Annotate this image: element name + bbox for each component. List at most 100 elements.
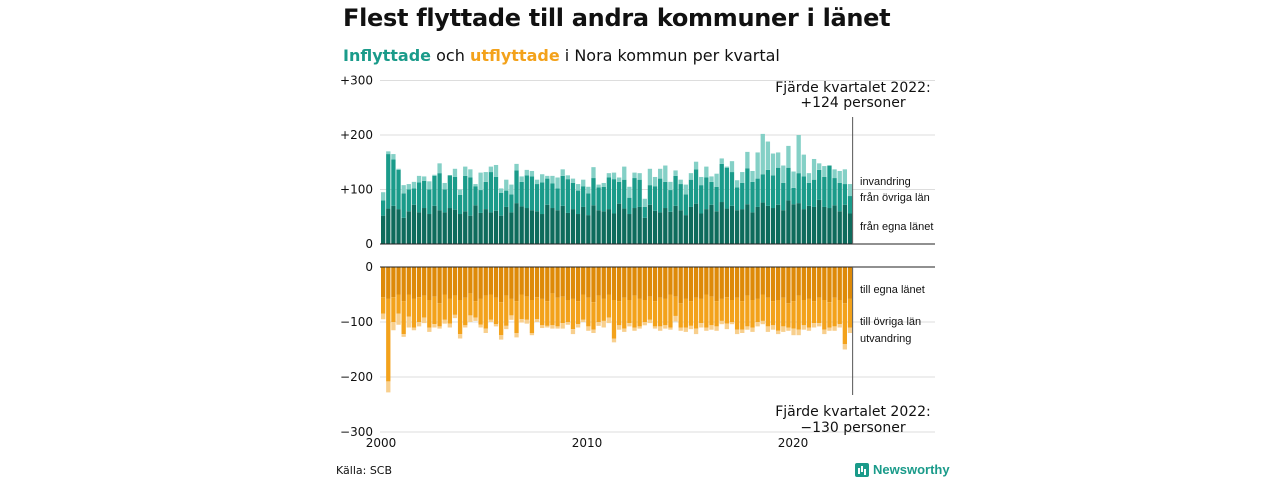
in-bar-segment	[755, 206, 760, 244]
out-bar-segment	[663, 298, 668, 326]
in-bar-segment	[724, 167, 730, 209]
out-bar-segment	[811, 267, 817, 302]
in-bar-segment	[534, 179, 540, 185]
out-bar-segment	[724, 323, 730, 330]
in-bar-segment	[811, 158, 817, 180]
out-bar-segment	[760, 320, 765, 325]
out-bar-segment	[411, 267, 417, 299]
out-bar-segment	[734, 267, 740, 298]
out-bar-segment	[447, 298, 452, 324]
in-bar-segment	[498, 192, 504, 216]
bottom-y-tick-label: −200	[340, 370, 373, 384]
in-bar-segment	[847, 196, 853, 214]
in-bar-segment	[750, 170, 755, 182]
in-bar-segment	[406, 211, 411, 244]
in-bar-segment	[391, 159, 396, 206]
out-bar-segment	[622, 328, 627, 332]
label-till-ovriga-lan: till övriga län	[860, 316, 921, 328]
out-bar-segment	[642, 267, 647, 300]
in-bar-segment	[770, 208, 776, 244]
label-utvandring: utvandring	[860, 333, 911, 345]
out-bar-segment	[688, 267, 694, 302]
out-bar-segment	[719, 267, 724, 299]
out-bar-segment	[565, 322, 570, 325]
out-bar-segment	[591, 267, 596, 303]
in-bar-segment	[668, 211, 673, 244]
out-bar-segment	[755, 267, 760, 299]
out-bar-segment	[514, 301, 519, 333]
out-bar-segment	[406, 294, 411, 317]
out-bar-segment	[570, 329, 576, 335]
out-bar-segment	[683, 298, 688, 328]
out-bar-segment	[591, 329, 596, 333]
in-bar-segment	[760, 202, 765, 244]
out-bar-segment	[457, 300, 463, 335]
in-bar-segment	[811, 179, 817, 207]
out-bar-segment	[565, 300, 570, 322]
in-bar-segment	[760, 174, 765, 203]
out-bar-segment	[658, 297, 663, 327]
out-bar-segment	[416, 267, 422, 298]
in-bar-segment	[416, 175, 422, 183]
out-bar-segment	[427, 300, 432, 328]
out-bar-segment	[668, 267, 673, 295]
out-bar-segment	[432, 324, 437, 328]
source-label: Källa: SCB	[336, 464, 393, 477]
in-bar-segment	[827, 165, 832, 209]
in-bar-segment	[422, 176, 427, 181]
in-bar-segment	[786, 200, 791, 244]
out-bar-segment	[570, 298, 576, 330]
in-bar-segment	[740, 172, 745, 183]
out-bar-segment	[719, 320, 724, 325]
in-bar-segment	[452, 176, 458, 210]
out-bar-segment	[581, 294, 586, 320]
x-axis-label: 2010	[572, 436, 603, 450]
in-bar-segment	[601, 186, 606, 212]
out-bar-segment	[781, 326, 786, 332]
in-bar-segment	[411, 188, 417, 205]
in-bar-segment	[832, 178, 837, 206]
out-bar-segment	[842, 267, 847, 304]
out-bar-segment	[842, 344, 847, 350]
out-bar-segment	[616, 267, 622, 302]
in-bar-segment	[437, 210, 442, 244]
in-bar-segment	[801, 176, 806, 210]
in-bar-segment	[611, 213, 617, 244]
out-bar-segment	[596, 295, 601, 322]
out-bar-segment	[637, 326, 642, 329]
in-bar-segment	[606, 177, 612, 210]
in-bar-segment	[668, 181, 673, 191]
out-bar-segment	[801, 267, 806, 300]
out-bar-segment	[663, 267, 668, 299]
in-bar-segment	[478, 190, 483, 213]
in-bar-segment	[483, 181, 488, 210]
out-bar-segment	[591, 302, 596, 330]
out-bar-segment	[586, 297, 591, 327]
out-bar-segment	[422, 267, 427, 296]
in-bar-segment	[693, 161, 699, 170]
out-bar-segment	[601, 298, 606, 321]
in-bar-segment	[586, 186, 591, 194]
in-bar-segment	[709, 176, 714, 182]
in-bar-segment	[616, 203, 622, 244]
in-bar-segment	[509, 194, 514, 213]
out-bar-segment	[729, 300, 735, 322]
out-bar-segment	[817, 323, 822, 327]
out-bar-segment	[391, 297, 396, 322]
out-bar-segment	[786, 303, 791, 328]
in-bar-segment	[468, 215, 473, 244]
in-bar-segment	[565, 175, 570, 180]
out-bar-segment	[709, 267, 714, 297]
out-bar-segment	[658, 267, 663, 298]
in-bar-segment	[699, 185, 704, 214]
out-bar-segment	[673, 315, 678, 322]
in-bar-segment	[550, 175, 555, 184]
out-bar-segment	[396, 267, 401, 295]
out-bar-segment	[560, 267, 565, 297]
in-bar-segment	[678, 210, 683, 244]
out-bar-segment	[381, 267, 386, 298]
in-bar-segment	[714, 173, 719, 187]
in-bar-segment	[719, 158, 724, 164]
in-bar-segment	[411, 181, 417, 189]
in-bar-segment	[704, 209, 709, 244]
